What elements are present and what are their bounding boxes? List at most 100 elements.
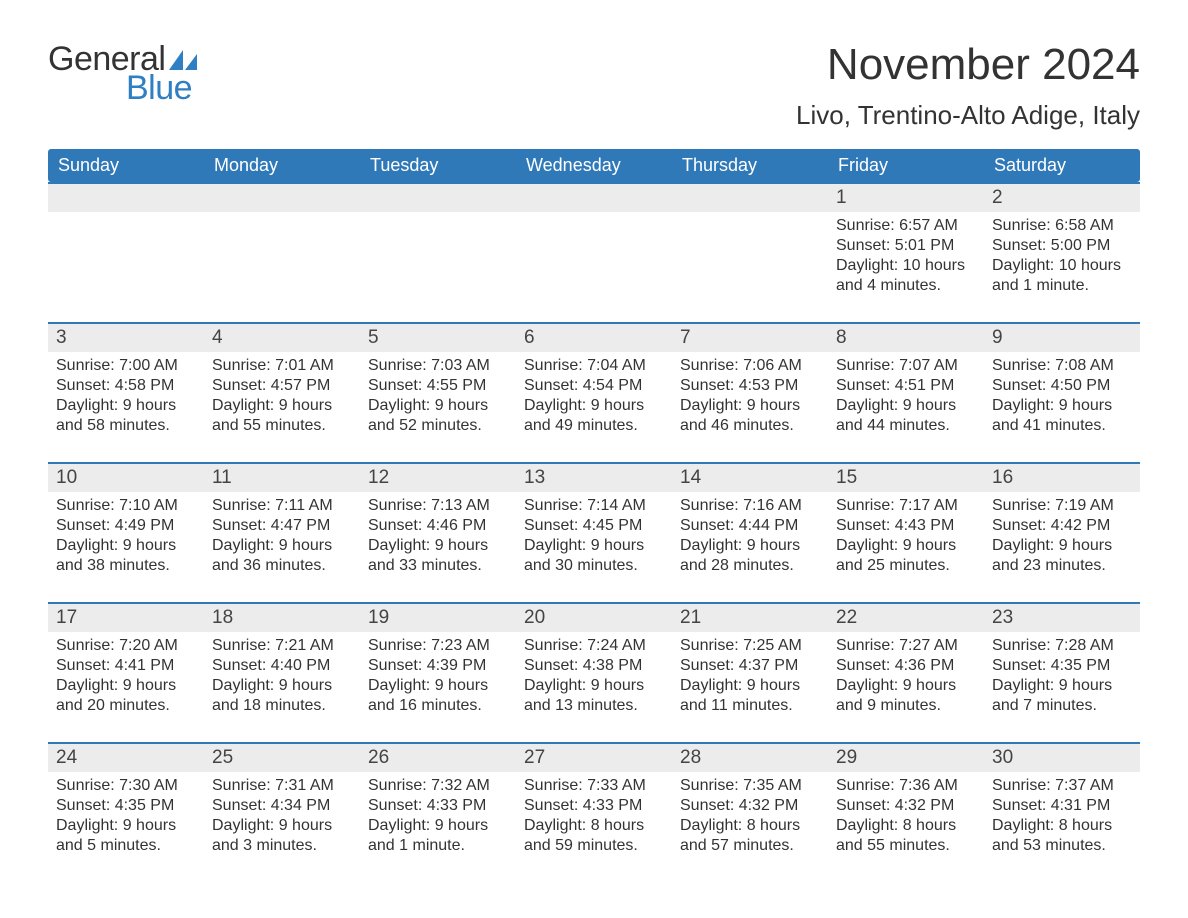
day-cell: 18Sunrise: 7:21 AMSunset: 4:40 PMDayligh… xyxy=(204,604,360,724)
day-cell: 17Sunrise: 7:20 AMSunset: 4:41 PMDayligh… xyxy=(48,604,204,724)
day-dl2: and 46 minutes. xyxy=(680,416,820,436)
month-title: November 2024 xyxy=(796,40,1140,90)
day-dl2: and 11 minutes. xyxy=(680,696,820,716)
day-sunset: Sunset: 4:50 PM xyxy=(992,376,1132,396)
day-body: Sunrise: 7:25 AMSunset: 4:37 PMDaylight:… xyxy=(672,632,828,724)
day-body: Sunrise: 7:27 AMSunset: 4:36 PMDaylight:… xyxy=(828,632,984,724)
day-header: Tuesday xyxy=(360,149,516,182)
day-body: Sunrise: 7:21 AMSunset: 4:40 PMDaylight:… xyxy=(204,632,360,724)
week-row: 1Sunrise: 6:57 AMSunset: 5:01 PMDaylight… xyxy=(48,182,1140,304)
day-number: 2 xyxy=(984,184,1140,212)
day-cell: 19Sunrise: 7:23 AMSunset: 4:39 PMDayligh… xyxy=(360,604,516,724)
day-number: 18 xyxy=(204,604,360,632)
day-dl1: Daylight: 9 hours xyxy=(836,536,976,556)
day-cell: 10Sunrise: 7:10 AMSunset: 4:49 PMDayligh… xyxy=(48,464,204,584)
day-header: Saturday xyxy=(984,149,1140,182)
day-sunrise: Sunrise: 7:23 AM xyxy=(368,636,508,656)
day-sunset: Sunset: 4:47 PM xyxy=(212,516,352,536)
day-dl1: Daylight: 9 hours xyxy=(56,816,196,836)
day-dl2: and 23 minutes. xyxy=(992,556,1132,576)
day-number: 16 xyxy=(984,464,1140,492)
day-sunset: Sunset: 4:31 PM xyxy=(992,796,1132,816)
day-header: Monday xyxy=(204,149,360,182)
day-dl1: Daylight: 9 hours xyxy=(992,676,1132,696)
day-number: 29 xyxy=(828,744,984,772)
day-body: Sunrise: 7:03 AMSunset: 4:55 PMDaylight:… xyxy=(360,352,516,444)
day-dl2: and 30 minutes. xyxy=(524,556,664,576)
day-sunrise: Sunrise: 7:06 AM xyxy=(680,356,820,376)
week-row: 17Sunrise: 7:20 AMSunset: 4:41 PMDayligh… xyxy=(48,602,1140,724)
day-number: 22 xyxy=(828,604,984,632)
day-number: 30 xyxy=(984,744,1140,772)
day-cell: 28Sunrise: 7:35 AMSunset: 4:32 PMDayligh… xyxy=(672,744,828,864)
day-number: 19 xyxy=(360,604,516,632)
day-sunrise: Sunrise: 7:24 AM xyxy=(524,636,664,656)
day-body: Sunrise: 7:33 AMSunset: 4:33 PMDaylight:… xyxy=(516,772,672,864)
day-dl2: and 5 minutes. xyxy=(56,836,196,856)
day-body: Sunrise: 7:28 AMSunset: 4:35 PMDaylight:… xyxy=(984,632,1140,724)
day-cell: 5Sunrise: 7:03 AMSunset: 4:55 PMDaylight… xyxy=(360,324,516,444)
day-number: 8 xyxy=(828,324,984,352)
day-header: Sunday xyxy=(48,149,204,182)
week-row: 3Sunrise: 7:00 AMSunset: 4:58 PMDaylight… xyxy=(48,322,1140,444)
day-body: Sunrise: 7:08 AMSunset: 4:50 PMDaylight:… xyxy=(984,352,1140,444)
day-body xyxy=(48,212,204,302)
day-dl2: and 36 minutes. xyxy=(212,556,352,576)
day-dl1: Daylight: 10 hours xyxy=(992,256,1132,276)
day-dl2: and 52 minutes. xyxy=(368,416,508,436)
day-number xyxy=(672,184,828,212)
day-sunset: Sunset: 4:41 PM xyxy=(56,656,196,676)
day-cell: 21Sunrise: 7:25 AMSunset: 4:37 PMDayligh… xyxy=(672,604,828,724)
day-body: Sunrise: 7:14 AMSunset: 4:45 PMDaylight:… xyxy=(516,492,672,584)
day-body: Sunrise: 7:00 AMSunset: 4:58 PMDaylight:… xyxy=(48,352,204,444)
day-body: Sunrise: 7:11 AMSunset: 4:47 PMDaylight:… xyxy=(204,492,360,584)
day-dl1: Daylight: 9 hours xyxy=(212,676,352,696)
day-cell xyxy=(516,184,672,304)
day-sunrise: Sunrise: 7:08 AM xyxy=(992,356,1132,376)
day-dl1: Daylight: 8 hours xyxy=(836,816,976,836)
day-number: 24 xyxy=(48,744,204,772)
title-block: November 2024 Livo, Trentino-Alto Adige,… xyxy=(796,40,1140,131)
day-dl1: Daylight: 9 hours xyxy=(680,396,820,416)
day-sunrise: Sunrise: 7:31 AM xyxy=(212,776,352,796)
day-sunrise: Sunrise: 7:01 AM xyxy=(212,356,352,376)
day-body: Sunrise: 7:13 AMSunset: 4:46 PMDaylight:… xyxy=(360,492,516,584)
day-sunset: Sunset: 4:37 PM xyxy=(680,656,820,676)
day-number: 23 xyxy=(984,604,1140,632)
day-dl1: Daylight: 9 hours xyxy=(524,536,664,556)
day-body: Sunrise: 7:07 AMSunset: 4:51 PMDaylight:… xyxy=(828,352,984,444)
day-number xyxy=(516,184,672,212)
day-body: Sunrise: 7:04 AMSunset: 4:54 PMDaylight:… xyxy=(516,352,672,444)
day-dl1: Daylight: 9 hours xyxy=(836,396,976,416)
day-dl1: Daylight: 9 hours xyxy=(56,536,196,556)
day-body: Sunrise: 7:31 AMSunset: 4:34 PMDaylight:… xyxy=(204,772,360,864)
day-dl2: and 16 minutes. xyxy=(368,696,508,716)
day-sunset: Sunset: 4:33 PM xyxy=(368,796,508,816)
day-sunrise: Sunrise: 6:57 AM xyxy=(836,216,976,236)
day-dl2: and 18 minutes. xyxy=(212,696,352,716)
day-dl1: Daylight: 9 hours xyxy=(368,396,508,416)
day-sunrise: Sunrise: 7:37 AM xyxy=(992,776,1132,796)
day-dl1: Daylight: 9 hours xyxy=(992,536,1132,556)
day-number: 6 xyxy=(516,324,672,352)
day-cell: 9Sunrise: 7:08 AMSunset: 4:50 PMDaylight… xyxy=(984,324,1140,444)
day-sunrise: Sunrise: 7:25 AM xyxy=(680,636,820,656)
day-dl1: Daylight: 9 hours xyxy=(524,676,664,696)
day-header: Friday xyxy=(828,149,984,182)
day-sunrise: Sunrise: 7:32 AM xyxy=(368,776,508,796)
day-number: 9 xyxy=(984,324,1140,352)
day-number: 12 xyxy=(360,464,516,492)
day-sunrise: Sunrise: 7:27 AM xyxy=(836,636,976,656)
day-sunrise: Sunrise: 7:13 AM xyxy=(368,496,508,516)
day-body: Sunrise: 7:01 AMSunset: 4:57 PMDaylight:… xyxy=(204,352,360,444)
day-cell: 23Sunrise: 7:28 AMSunset: 4:35 PMDayligh… xyxy=(984,604,1140,724)
day-sunrise: Sunrise: 7:16 AM xyxy=(680,496,820,516)
day-body: Sunrise: 7:37 AMSunset: 4:31 PMDaylight:… xyxy=(984,772,1140,864)
day-dl1: Daylight: 9 hours xyxy=(680,676,820,696)
day-sunrise: Sunrise: 7:33 AM xyxy=(524,776,664,796)
day-cell: 30Sunrise: 7:37 AMSunset: 4:31 PMDayligh… xyxy=(984,744,1140,864)
day-dl2: and 13 minutes. xyxy=(524,696,664,716)
day-dl2: and 38 minutes. xyxy=(56,556,196,576)
day-cell: 8Sunrise: 7:07 AMSunset: 4:51 PMDaylight… xyxy=(828,324,984,444)
day-sunrise: Sunrise: 7:21 AM xyxy=(212,636,352,656)
